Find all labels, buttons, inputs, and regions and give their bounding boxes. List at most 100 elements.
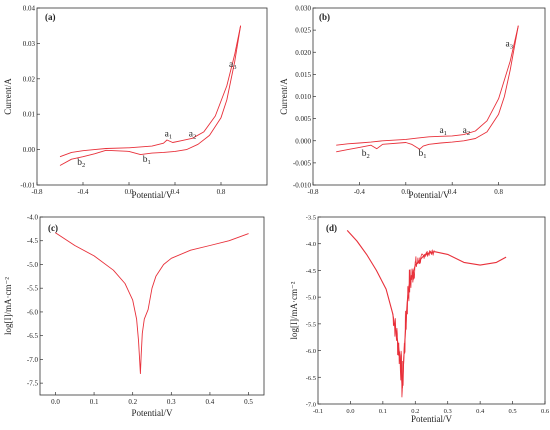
x-tick-label: 0.5 [509, 408, 517, 415]
annotation-text: a [439, 126, 444, 136]
x-axis-label: Potential/V [409, 190, 450, 200]
x-tick-label: 0.0 [51, 398, 60, 406]
annotation-subscript: 1 [444, 130, 447, 137]
y-tick-label: -7.0 [306, 402, 316, 409]
panel-b: -0.8 -0.4 0.0 0.4 0.8 -0.010 -0.005 0.000 0.005 0… [279, 5, 546, 200]
x-tick-label: 0.0 [401, 188, 410, 196]
y-tick-label: -5.5 [27, 285, 39, 293]
annotation-subscript: 1 [148, 159, 151, 166]
annotation-text: a [189, 130, 194, 140]
annotation-subscript: 3 [510, 43, 513, 50]
y-tick-label: -4.0 [27, 214, 39, 222]
annotation-label: a3 [229, 60, 236, 71]
panel-a: -0.8 -0.4 0.0 0.4 0.8 -0.01 0.00 0.01 0.02 0.03 0.… [3, 5, 268, 200]
x-tick-label: 0.8 [494, 188, 503, 196]
y-tick-label: 0.01 [23, 111, 36, 119]
series-line-1 [336, 25, 519, 146]
y-tick-label: -6.5 [306, 375, 316, 382]
y-tick-label: 0.020 [295, 49, 311, 57]
y-axis-label: Current/A [3, 78, 13, 115]
x-tick-label: 0.5 [244, 398, 253, 406]
panel-label: (c) [48, 223, 58, 233]
y-tick-label: -5.0 [306, 295, 316, 302]
y-tick-label: 0.02 [23, 75, 36, 83]
annotation-subscript: 3 [233, 64, 236, 71]
y-tick-label: -6.0 [306, 348, 316, 355]
y-tick-label: -4.5 [27, 237, 39, 245]
y-tick-label: -7.0 [27, 356, 39, 364]
annotation-subscript: 2 [366, 153, 369, 160]
annotation-text: a [229, 60, 234, 70]
annotation-label: b2 [77, 158, 85, 169]
annotation-label: a2 [189, 130, 196, 141]
x-tick-label: 0.6 [541, 408, 550, 415]
x-tick-label: 0.4 [171, 188, 180, 196]
plot-frame [317, 216, 546, 405]
annotation-text: b [362, 149, 367, 159]
x-tick-label: 0.8 [217, 188, 226, 196]
panel-label: (d) [326, 223, 337, 233]
annotation-text: b [419, 149, 424, 159]
y-axis-label: Current/A [279, 78, 289, 115]
x-tick-label: 0.0 [346, 408, 354, 415]
annotation-label: b1 [419, 149, 427, 160]
y-tick-label: 0.010 [295, 93, 311, 101]
panel-d: -0.1 0.0 0.1 0.2 0.3 0.4 0.5 0.6 -7.0 -6.5 -6.0 -5.… [289, 215, 550, 425]
x-tick-label: 0.2 [411, 408, 419, 415]
panel-label: (a) [45, 12, 56, 22]
annotation-subscript: 2 [193, 134, 196, 141]
x-tick-label: -0.4 [77, 188, 89, 196]
x-tick-label: 0.2 [128, 398, 137, 406]
x-tick-label: 0.0 [125, 188, 134, 196]
series-line-2 [336, 25, 519, 153]
y-axis-label: log[I]/mA·cm⁻² [3, 277, 13, 335]
x-tick-label: -0.8 [31, 188, 43, 196]
y-tick-label: 0.030 [295, 5, 311, 13]
x-tick-label: -0.4 [354, 188, 366, 196]
annotation-label: a1 [165, 130, 172, 141]
series-line-2 [59, 25, 242, 166]
annotation-text: a [463, 126, 468, 136]
y-tick-label: 0.005 [295, 115, 311, 123]
x-tick-label: 0.3 [444, 408, 452, 415]
annotation-subscript: 1 [169, 134, 172, 141]
annotation-text: a [165, 130, 170, 140]
y-tick-label: -5.5 [306, 321, 316, 328]
annotation-text: b [77, 158, 82, 168]
y-tick-label: 0.03 [23, 40, 36, 48]
annotation-label: a3 [506, 39, 513, 50]
x-axis-label: Potential/V [132, 190, 173, 200]
series-noise [392, 249, 435, 398]
annotation-text: b [143, 155, 148, 165]
x-tick-label: 0.1 [379, 408, 387, 415]
series-line-1 [55, 232, 249, 375]
y-tick-label: 0.04 [23, 5, 36, 13]
annotation-label: a1 [439, 126, 446, 137]
annotation-label: b2 [362, 149, 370, 160]
y-tick-label: -6.0 [27, 308, 39, 316]
x-tick-label: 0.4 [448, 188, 457, 196]
y-axis-label: log[I]/mA·cm⁻² [289, 281, 299, 339]
x-tick-label: 0.3 [167, 398, 176, 406]
annotation-label: a2 [463, 126, 470, 137]
panel-c: 0.0 0.1 0.2 0.3 0.4 0.5 -7.5 -7.0 -6.5 -6.0 -5.5 -5… [3, 214, 265, 418]
x-tick-label: -0.1 [313, 408, 323, 415]
annotation-label: b1 [143, 155, 151, 166]
y-tick-label: -5.0 [27, 261, 39, 269]
panel-label: (b) [319, 12, 330, 22]
y-tick-label: 0.015 [295, 71, 311, 79]
plot-frame [312, 7, 546, 186]
annotation-text: a [506, 39, 511, 49]
y-tick-label: -4.0 [306, 241, 316, 248]
x-tick-label: 0.4 [476, 408, 485, 415]
y-tick-label: 0.000 [295, 137, 311, 145]
plot-frame [39, 216, 265, 396]
annotation-subscript: 1 [423, 153, 426, 160]
y-tick-label: -0.01 [20, 182, 35, 190]
x-tick-label: 0.4 [206, 398, 215, 406]
series-line-1 [59, 25, 242, 158]
y-tick-label: 0.00 [23, 146, 36, 154]
x-axis-label: Potential/V [132, 408, 173, 418]
x-axis-label: Potential/V [411, 414, 452, 424]
